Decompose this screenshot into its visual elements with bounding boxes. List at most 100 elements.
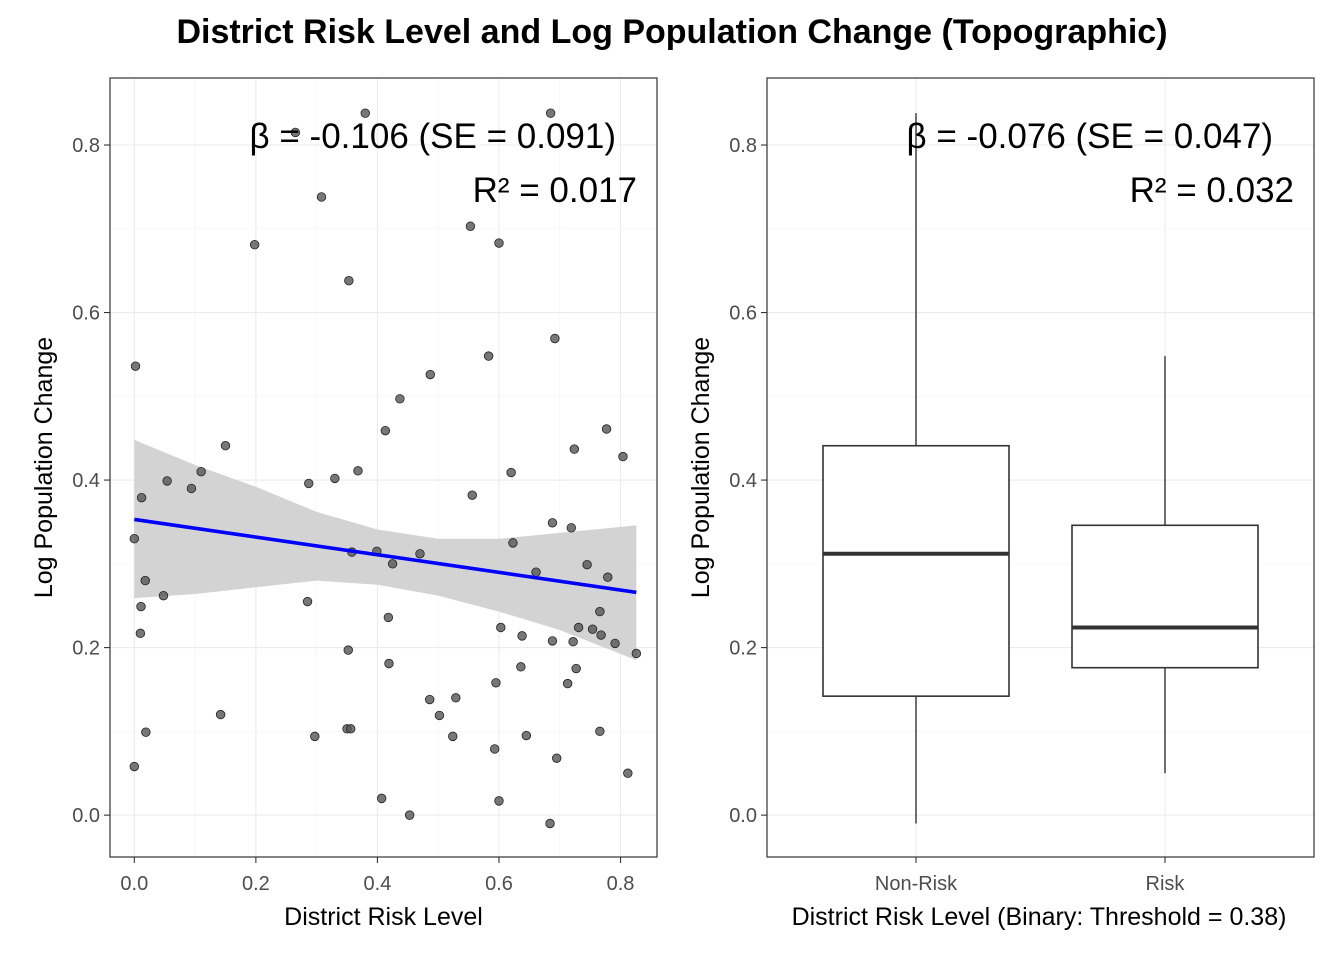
- y-tick-label: 0.4: [72, 470, 100, 492]
- box-risk: [1071, 356, 1259, 774]
- data-point: [603, 572, 613, 582]
- data-point: [215, 709, 226, 720]
- data-point: [383, 612, 394, 623]
- data-point: [521, 730, 532, 741]
- data-point: [573, 622, 584, 633]
- data-point: [130, 361, 141, 371]
- data-point: [424, 694, 435, 705]
- scatter-points: [129, 108, 642, 829]
- data-point: [129, 761, 140, 772]
- data-point: [434, 710, 445, 721]
- data-point: [610, 638, 620, 649]
- boxplot-boxes: [822, 113, 1259, 824]
- data-point: [571, 663, 581, 674]
- data-point: [360, 108, 370, 118]
- data-point: [568, 637, 578, 647]
- regression-line: [134, 517, 637, 595]
- data-point: [387, 559, 398, 569]
- chart-title: District Risk Level and Log Population C…: [176, 13, 1167, 51]
- y-tick-label: 0.0: [729, 805, 757, 827]
- data-point: [302, 596, 313, 607]
- data-point: [376, 793, 387, 804]
- data-point: [316, 192, 327, 202]
- data-point: [343, 645, 353, 655]
- x-tick-label: 0.4: [364, 873, 392, 895]
- data-point: [196, 466, 206, 477]
- data-point: [249, 239, 260, 250]
- data-point: [516, 662, 526, 672]
- data-point: [158, 590, 169, 601]
- data-point: [136, 601, 146, 612]
- data-point: [135, 628, 146, 639]
- data-point: [141, 727, 151, 737]
- data-point: [547, 518, 558, 528]
- y-tick-label: 0.8: [729, 135, 757, 157]
- data-point: [448, 731, 458, 742]
- data-point: [494, 796, 504, 806]
- y-tick-label: 0.6: [72, 303, 100, 325]
- data-point: [380, 425, 391, 436]
- boxplot-ticks: 0.0 0.2 0.4 0.6 0.8 Non-Risk Risk: [729, 135, 1185, 895]
- data-point: [384, 658, 394, 669]
- scatter-r2-annotation: R² = 0.017: [473, 171, 637, 210]
- data-point: [310, 731, 320, 742]
- data-point: [129, 533, 140, 544]
- data-point: [290, 127, 301, 138]
- data-point: [595, 606, 605, 617]
- iqr-box: [822, 444, 1010, 697]
- confidence-band: [134, 439, 637, 661]
- scatter-x-axis-label: District Risk Level: [284, 903, 483, 931]
- data-point: [425, 369, 435, 380]
- data-point: [353, 466, 363, 476]
- data-point: [451, 693, 461, 703]
- x-tick-label: 0.6: [485, 873, 513, 895]
- data-point: [186, 483, 197, 494]
- data-point: [587, 624, 598, 634]
- y-tick-label: 0.8: [72, 135, 100, 157]
- data-point: [415, 549, 425, 559]
- boxplot-y-axis-label: Log Population Change: [687, 337, 715, 598]
- x-tick-label: 0.0: [120, 873, 148, 895]
- boxplot-r2-annotation: R² = 0.032: [1130, 171, 1294, 210]
- y-tick-label: 0.0: [72, 805, 100, 827]
- data-point: [404, 810, 415, 820]
- x-category-label: Non-Risk: [875, 873, 958, 895]
- scatter-beta-annotation: β = -0.106 (SE = 0.091): [250, 117, 616, 156]
- y-tick-label: 0.4: [729, 470, 757, 492]
- data-point: [140, 575, 150, 586]
- data-point: [345, 724, 356, 734]
- y-tick-label: 0.6: [729, 303, 757, 325]
- data-point: [330, 473, 340, 484]
- boxplot-x-axis-label: District Risk Level (Binary: Threshold =…: [792, 903, 1287, 931]
- data-point: [506, 467, 516, 478]
- data-point: [483, 351, 494, 361]
- boxplot-beta-annotation: β = -0.076 (SE = 0.047): [907, 117, 1273, 156]
- x-tick-label: 0.2: [242, 873, 270, 895]
- x-category-label: Risk: [1146, 873, 1186, 895]
- data-point: [304, 478, 314, 489]
- data-point: [395, 394, 405, 404]
- iqr-box: [1071, 524, 1259, 669]
- data-point: [545, 108, 556, 118]
- y-tick-label: 0.2: [729, 638, 757, 660]
- box-non-risk: [822, 113, 1010, 824]
- boxplot-panel: 0.0 0.2 0.4 0.6 0.8 Non-Risk Risk β = -0.076 (…: [687, 77, 1315, 931]
- data-point: [550, 333, 560, 344]
- data-point: [569, 444, 580, 454]
- data-point: [552, 753, 562, 763]
- data-point: [618, 451, 628, 462]
- data-point: [496, 622, 506, 633]
- data-point: [494, 238, 504, 248]
- data-point: [220, 441, 231, 451]
- data-point: [595, 726, 605, 737]
- data-point: [467, 490, 477, 500]
- scatter-panel: 0.0 0.2 0.4 0.6 0.8 0.0 0.2 0.4 0.6 0.8 β = -0.10…: [30, 77, 658, 931]
- data-point: [162, 476, 172, 486]
- data-point: [490, 744, 500, 754]
- y-tick-label: 0.2: [72, 638, 100, 660]
- boxplot-panel-border: [766, 77, 1315, 858]
- data-point: [566, 523, 577, 533]
- data-point: [465, 221, 476, 231]
- data-point: [508, 538, 518, 548]
